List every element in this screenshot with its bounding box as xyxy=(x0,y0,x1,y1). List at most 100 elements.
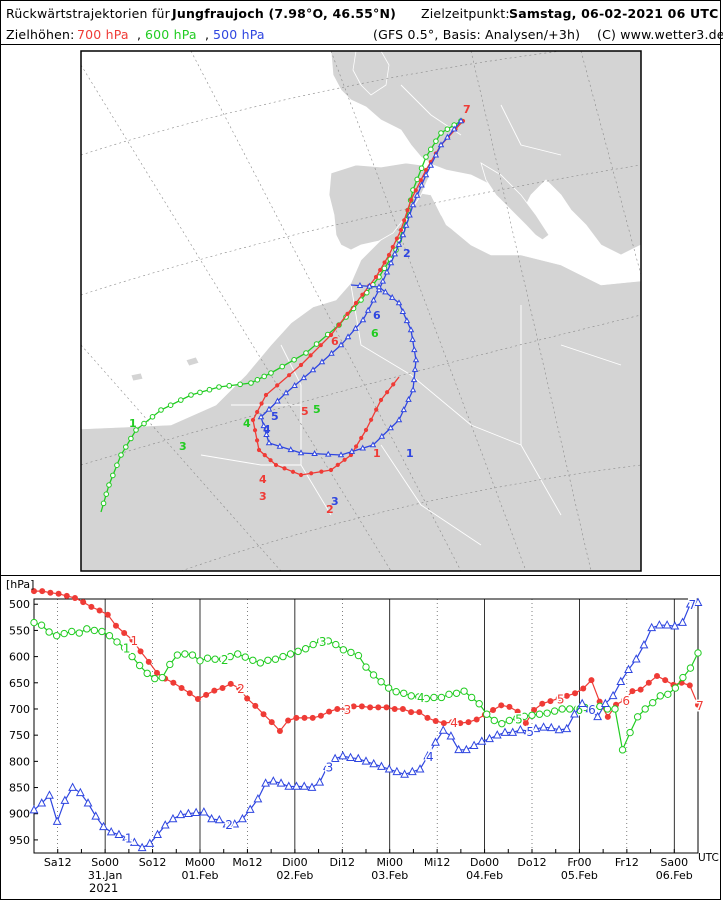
data-point xyxy=(438,725,448,734)
data-point xyxy=(637,686,644,693)
data-point xyxy=(523,725,533,735)
data-point xyxy=(566,705,574,713)
data-point xyxy=(531,723,541,733)
data-point xyxy=(377,761,386,770)
trajectory-point-600 xyxy=(103,491,110,497)
data-point xyxy=(424,714,431,721)
data-point xyxy=(546,722,556,732)
trajectory-point-700 xyxy=(287,373,292,378)
data-point xyxy=(104,611,111,618)
data-point xyxy=(485,733,494,743)
trajectories xyxy=(100,117,466,513)
trajectory-point-700 xyxy=(254,438,260,443)
trajectory-point-700 xyxy=(250,417,256,423)
day-marker-500-4: 4 xyxy=(263,423,271,436)
data-point xyxy=(241,653,249,661)
data-point xyxy=(662,677,669,684)
data-point xyxy=(662,620,672,629)
data-point xyxy=(686,664,695,672)
data-point xyxy=(55,590,62,597)
data-point xyxy=(271,655,280,663)
data-point xyxy=(178,685,185,692)
trajectory-point-500 xyxy=(450,125,458,132)
data-point xyxy=(679,673,687,682)
trajectory-point-600 xyxy=(158,407,164,413)
trajectory-point-700 xyxy=(354,444,359,449)
data-point xyxy=(203,691,210,698)
trajectory-line-700 xyxy=(252,120,464,476)
trajectory-point-700 xyxy=(335,462,340,467)
trajectory-point-500 xyxy=(399,307,407,314)
trajectory-point-600 xyxy=(167,402,174,409)
trajectory-point-500 xyxy=(406,211,413,218)
trajectory-point-500 xyxy=(402,221,410,228)
data-point xyxy=(129,636,136,643)
trajectory-700 xyxy=(250,118,466,478)
data-point xyxy=(90,626,99,635)
trajectory-point-700 xyxy=(394,236,400,241)
data-point xyxy=(506,703,513,710)
trajectory-point-500 xyxy=(427,161,435,168)
header: Rückwärtstrajektorien für Jungfraujoch (… xyxy=(0,0,723,45)
data-point xyxy=(670,621,680,630)
data-point xyxy=(461,744,471,754)
data-point xyxy=(121,630,128,637)
land-areas xyxy=(80,50,642,572)
trajectory-point-700 xyxy=(298,472,304,478)
data-point xyxy=(234,650,242,658)
data-point xyxy=(695,701,701,708)
trajectory-point-500 xyxy=(287,446,295,453)
data-point xyxy=(91,811,101,820)
trajectory-point-500 xyxy=(409,201,417,208)
data-point xyxy=(222,819,232,828)
data-point xyxy=(129,837,139,846)
sep-1: , xyxy=(137,27,142,42)
data-point xyxy=(647,622,657,632)
trajectory-point-500 xyxy=(391,250,399,257)
data-point xyxy=(244,695,251,702)
trajectory-point-700 xyxy=(369,417,374,422)
trajectory-point-500 xyxy=(300,374,308,381)
data-point xyxy=(292,781,301,790)
data-point xyxy=(145,658,152,665)
trajectory-point-700 xyxy=(328,467,334,473)
data-point xyxy=(122,832,132,841)
trajectory-point-500 xyxy=(407,326,415,333)
trajectory-point-700 xyxy=(262,453,267,458)
data-point xyxy=(80,599,87,606)
data-point xyxy=(490,707,497,714)
data-point xyxy=(563,692,570,699)
trajectory-point-600 xyxy=(423,154,429,160)
data-point xyxy=(160,820,170,829)
trajectory-point-500 xyxy=(387,424,394,431)
trajectory-point-700 xyxy=(386,252,392,258)
data-point xyxy=(375,704,382,711)
data-point xyxy=(276,778,286,787)
model-info: (GFS 0.5°, Basis: Analysen/+3h) xyxy=(373,27,581,42)
data-point xyxy=(173,651,182,659)
data-point xyxy=(383,704,390,711)
trajectory-point-500 xyxy=(432,151,440,158)
country-borders xyxy=(200,84,622,546)
data-point xyxy=(454,744,464,754)
data-point xyxy=(664,690,672,699)
trajectory-point-600 xyxy=(206,386,213,393)
data-point xyxy=(137,648,144,655)
data-point xyxy=(346,752,355,761)
trajectory-point-600 xyxy=(197,389,203,396)
data-point xyxy=(416,709,423,716)
series-day-label: 6 xyxy=(622,694,630,708)
data-point xyxy=(400,689,408,697)
sea-mediterranean xyxy=(431,185,601,260)
data-point xyxy=(235,685,242,692)
trajectory-point-500 xyxy=(388,293,396,300)
land-iberia xyxy=(328,162,430,251)
data-point xyxy=(633,713,642,721)
x-tick-label: Do00 xyxy=(470,856,499,869)
title-prefix: Rückwärtstrajektorien für xyxy=(6,6,170,21)
trajectory-point-700 xyxy=(336,322,342,327)
data-point xyxy=(608,690,618,700)
data-point xyxy=(151,674,159,683)
